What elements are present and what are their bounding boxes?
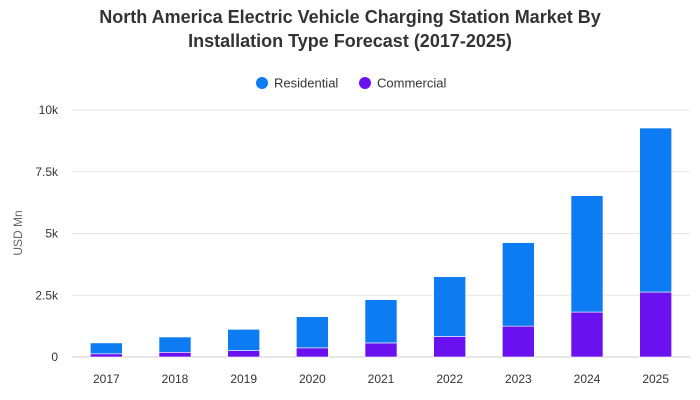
bar-commercial-2021 bbox=[364, 342, 398, 358]
bar-commercial-2017 bbox=[90, 353, 123, 358]
x-tick-label: 2018 bbox=[162, 372, 189, 386]
legend-marker-commercial bbox=[359, 77, 371, 89]
bar-commercial-2024 bbox=[570, 311, 604, 358]
legend-marker-residential bbox=[256, 77, 268, 89]
x-tick-label: 2017 bbox=[93, 372, 120, 386]
bar-residential-2018 bbox=[158, 336, 192, 353]
legend: Residential Commercial bbox=[256, 76, 446, 91]
bar-residential-2020 bbox=[296, 316, 329, 349]
bars bbox=[90, 127, 672, 358]
bar-residential-2023 bbox=[502, 242, 535, 327]
bar-residential-2021 bbox=[364, 299, 398, 344]
legend-label-residential: Residential bbox=[274, 76, 338, 91]
chart-title-line-2: Installation Type Forecast (2017-2025) bbox=[188, 31, 512, 51]
bar-residential-2024 bbox=[570, 195, 604, 313]
y-tick-label: 5k bbox=[45, 227, 59, 241]
y-tick-label: 0 bbox=[51, 350, 58, 364]
x-tick-label: 2019 bbox=[230, 372, 257, 386]
bar-residential-2022 bbox=[433, 276, 466, 337]
bar-commercial-2018 bbox=[158, 352, 192, 358]
legend-label-commercial: Commercial bbox=[377, 76, 446, 91]
x-tick-label: 2020 bbox=[299, 372, 326, 386]
y-tick-label: 7.5k bbox=[35, 165, 59, 179]
x-tick-label: 2021 bbox=[368, 372, 395, 386]
x-tick-label: 2024 bbox=[574, 372, 601, 386]
bar-commercial-2020 bbox=[296, 347, 329, 358]
bar-residential-2025 bbox=[639, 127, 672, 293]
y-tick-label: 2.5k bbox=[35, 288, 59, 302]
bar-residential-2019 bbox=[227, 329, 260, 351]
bar-commercial-2019 bbox=[227, 350, 260, 358]
chart-title-line-1: North America Electric Vehicle Charging … bbox=[99, 7, 601, 27]
bar-residential-2017 bbox=[90, 342, 123, 355]
x-axis: 2017 2018 2019 2020 2021 2022 2023 2024 2025 bbox=[93, 372, 669, 386]
x-tick-label: 2025 bbox=[642, 372, 669, 386]
x-tick-label: 2022 bbox=[436, 372, 463, 386]
x-tick-label: 2023 bbox=[505, 372, 532, 386]
bar-commercial-2025 bbox=[639, 291, 672, 358]
y-tick-label: 10k bbox=[39, 103, 59, 117]
bar-commercial-2022 bbox=[433, 336, 466, 358]
y-axis: 0 2.5k 5k 7.5k 10k bbox=[35, 103, 59, 364]
bar-commercial-2023 bbox=[502, 325, 535, 358]
y-axis-label: USD Mn bbox=[11, 210, 25, 255]
